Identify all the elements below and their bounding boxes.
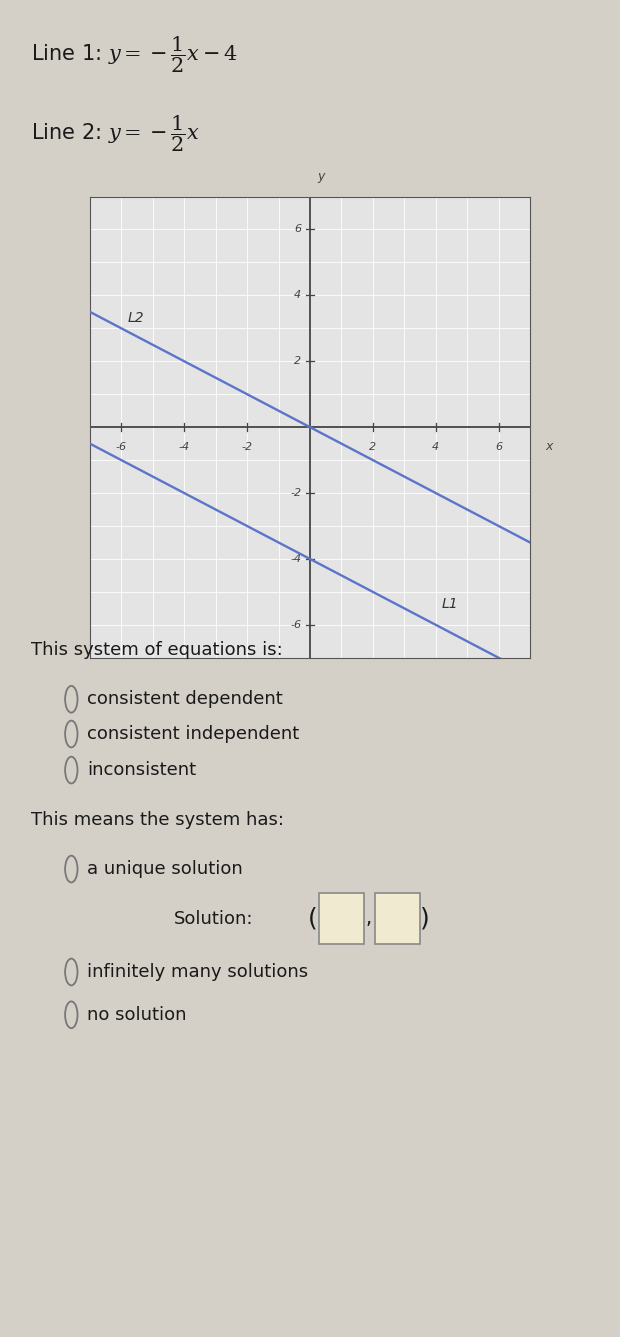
Text: L1: L1 bbox=[442, 598, 459, 611]
Text: Line 1: $y = -\dfrac{1}{2}x - 4$: Line 1: $y = -\dfrac{1}{2}x - 4$ bbox=[31, 35, 238, 75]
Text: -6: -6 bbox=[116, 443, 127, 452]
Text: consistent independent: consistent independent bbox=[87, 725, 299, 743]
Text: 6: 6 bbox=[294, 225, 301, 234]
Text: -2: -2 bbox=[242, 443, 253, 452]
Text: infinitely many solutions: infinitely many solutions bbox=[87, 963, 308, 981]
Text: ,: , bbox=[366, 909, 372, 928]
Text: consistent dependent: consistent dependent bbox=[87, 690, 283, 709]
Text: Line 2: $y = -\dfrac{1}{2}x$: Line 2: $y = -\dfrac{1}{2}x$ bbox=[31, 114, 200, 154]
Text: y: y bbox=[317, 170, 324, 183]
Text: -4: -4 bbox=[179, 443, 190, 452]
Text: L2: L2 bbox=[128, 310, 144, 325]
Text: -6: -6 bbox=[290, 620, 301, 630]
Text: (: ( bbox=[308, 906, 318, 931]
Text: -4: -4 bbox=[290, 554, 301, 564]
Text: inconsistent: inconsistent bbox=[87, 761, 196, 779]
Text: This system of equations is:: This system of equations is: bbox=[31, 640, 283, 659]
Text: 6: 6 bbox=[495, 443, 502, 452]
Text: This means the system has:: This means the system has: bbox=[31, 810, 284, 829]
Text: Solution:: Solution: bbox=[174, 909, 253, 928]
Text: 4: 4 bbox=[432, 443, 440, 452]
Text: no solution: no solution bbox=[87, 1005, 186, 1024]
Text: ): ) bbox=[420, 906, 430, 931]
Text: 2: 2 bbox=[294, 356, 301, 366]
Text: 4: 4 bbox=[294, 290, 301, 301]
Text: x: x bbox=[545, 440, 552, 453]
Text: 2: 2 bbox=[370, 443, 376, 452]
Text: -2: -2 bbox=[290, 488, 301, 499]
Text: a unique solution: a unique solution bbox=[87, 860, 242, 878]
